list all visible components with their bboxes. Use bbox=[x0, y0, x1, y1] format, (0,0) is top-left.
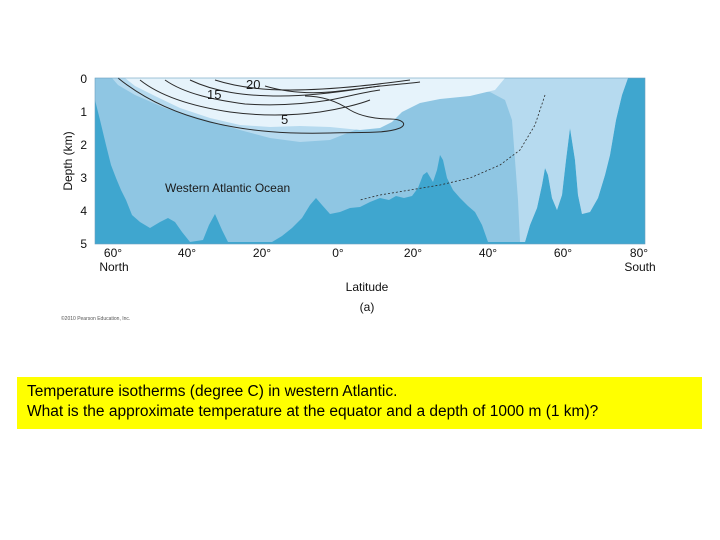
latitude-tick-40n: 40° bbox=[178, 246, 196, 260]
depth-tick-0: 0 bbox=[80, 72, 87, 86]
isotherm-lines bbox=[117, 77, 421, 134]
isotherm-cross-section-figure: 20 15 5 Western Atlantic Ocean Depth (km… bbox=[61, 72, 656, 322]
south-label: South bbox=[624, 260, 655, 274]
panel-label: (a) bbox=[360, 300, 375, 314]
isotherm-label-5: 5 bbox=[281, 112, 288, 127]
depth-tick-3: 3 bbox=[80, 171, 87, 185]
x-axis-label: Latitude bbox=[346, 280, 389, 294]
deep-water-boundary-line bbox=[359, 94, 546, 201]
depth-tick-labels: 0 1 2 3 4 5 bbox=[80, 72, 87, 251]
y-axis-label: Depth (km) bbox=[61, 131, 75, 190]
caption-line-2: What is the approximate temperature at t… bbox=[27, 403, 599, 420]
latitude-tick-20n: 20° bbox=[253, 246, 271, 260]
question-caption-box: Temperature isotherms (degree C) in west… bbox=[17, 377, 702, 429]
latitude-tick-40s: 40° bbox=[479, 246, 497, 260]
copyright-note: ©2010 Pearson Education, Inc. bbox=[61, 315, 130, 322]
depth-tick-1: 1 bbox=[80, 105, 87, 119]
depth-tick-2: 2 bbox=[80, 138, 87, 152]
latitude-tick-0: 0° bbox=[332, 246, 344, 260]
latitude-tick-20s: 20° bbox=[404, 246, 422, 260]
north-label: North bbox=[99, 260, 128, 274]
region-label: Western Atlantic Ocean bbox=[165, 181, 290, 195]
latitude-tick-60n: 60° bbox=[104, 246, 122, 260]
plot-frame bbox=[94, 77, 646, 245]
isotherm-label-15: 15 bbox=[207, 87, 221, 102]
latitude-tick-80s: 80° bbox=[630, 246, 648, 260]
isotherm-label-20: 20 bbox=[246, 77, 260, 92]
surface-water-region bbox=[125, 78, 505, 130]
latitude-tick-60s: 60° bbox=[554, 246, 572, 260]
caption-line-1: Temperature isotherms (degree C) in west… bbox=[27, 383, 398, 400]
depth-tick-5: 5 bbox=[80, 237, 87, 251]
depth-tick-4: 4 bbox=[80, 204, 87, 218]
latitude-tick-labels: 60° 40° 20° 0° 20° 40° 60° 80° bbox=[104, 246, 648, 260]
